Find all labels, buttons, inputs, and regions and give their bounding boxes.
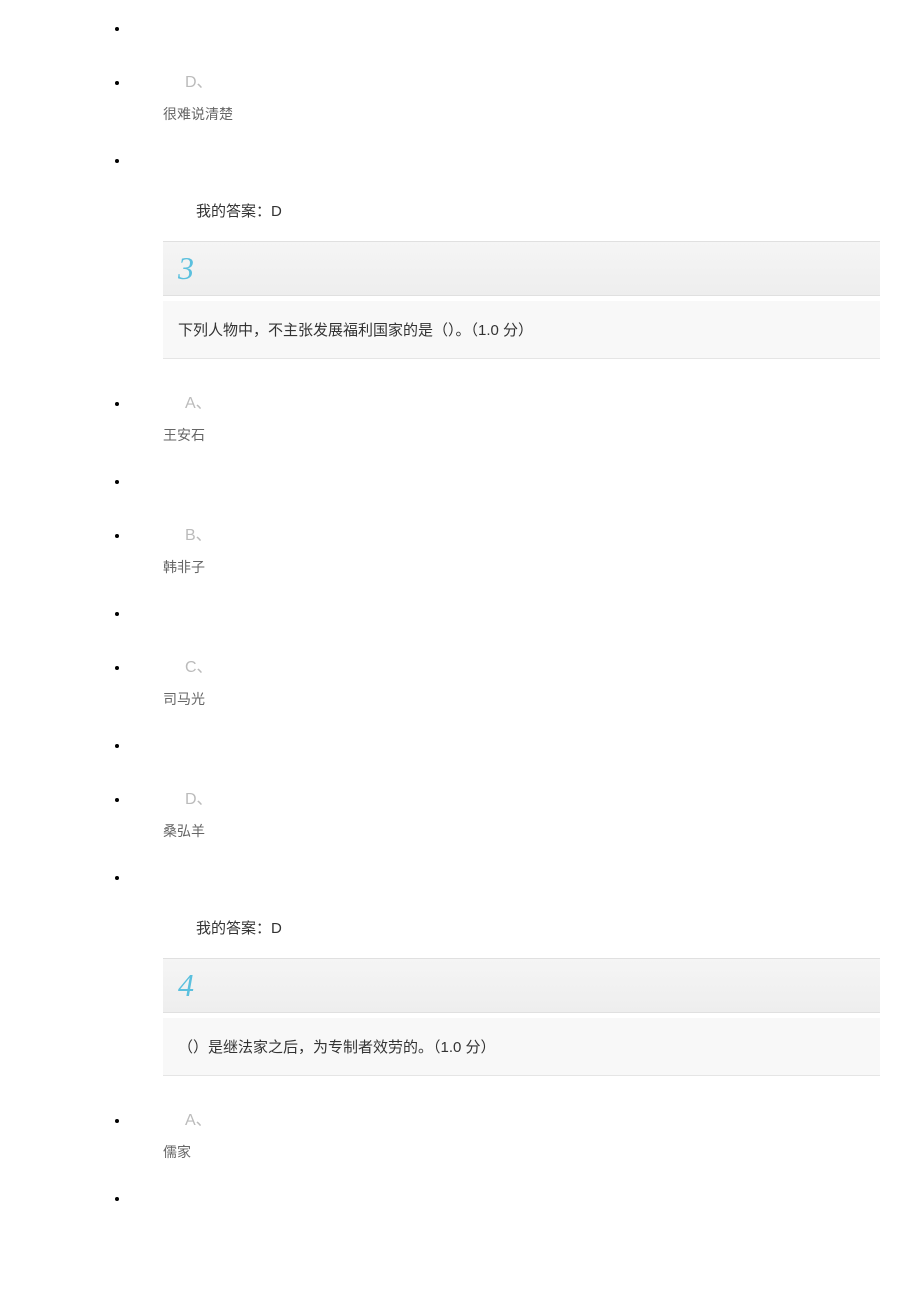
answer-label: 我的答案： [196, 203, 271, 220]
option-letter: C、 [185, 653, 880, 677]
answer-label: 我的答案： [196, 920, 271, 937]
option-text: 儒家 [163, 1142, 880, 1162]
question-text-box: （）是继法家之后，为专制者效劳的。（1.0 分） [163, 1018, 880, 1076]
option-item: B、 韩非子 [130, 521, 880, 577]
question-number-box: 3 [163, 241, 880, 296]
spacer-bullet [130, 20, 880, 38]
spacer-bullet [130, 473, 880, 491]
question-text: 下列人物中，不主张发展福利国家的是（）。（1.0 分） [178, 322, 533, 339]
question-number: 3 [178, 250, 194, 286]
question-text: （）是继法家之后，为专制者效劳的。（1.0 分） [178, 1039, 496, 1056]
answer-line: 我的答案：D [196, 200, 880, 221]
quiz-container: D、 很难说清楚 我的答案：D 3 下列人物中，不主张发展福利国家的是（）。（1… [0, 20, 920, 1208]
option-letter: D、 [185, 785, 880, 809]
question-stem: （）是继法家之后，为专制者效劳的。 [178, 1039, 433, 1056]
option-item: D、 很难说清楚 [130, 68, 880, 124]
option-text: 司马光 [163, 689, 880, 709]
option-item: C、 司马光 [130, 653, 880, 709]
option-letter: A、 [185, 1106, 880, 1130]
question-number: 4 [178, 967, 194, 1003]
question-text-box: 下列人物中，不主张发展福利国家的是（）。（1.0 分） [163, 301, 880, 359]
question-points: （1.0 分） [433, 1039, 496, 1056]
answer-line: 我的答案：D [196, 917, 880, 938]
option-item: A、 王安石 [130, 389, 880, 445]
answer-value: D [271, 920, 282, 937]
spacer-bullet [130, 152, 880, 170]
option-letter: A、 [185, 389, 880, 413]
option-text: 韩非子 [163, 557, 880, 577]
spacer-bullet [130, 605, 880, 623]
option-text: 桑弘羊 [163, 821, 880, 841]
option-text: 很难说清楚 [163, 104, 880, 124]
question-number-box: 4 [163, 958, 880, 1013]
option-item: D、 桑弘羊 [130, 785, 880, 841]
answer-block: 我的答案：D 3 下列人物中，不主张发展福利国家的是（）。（1.0 分） [163, 200, 880, 359]
option-item: A、 儒家 [130, 1106, 880, 1162]
spacer-bullet [130, 737, 880, 755]
option-letter: B、 [185, 521, 880, 545]
answer-block: 我的答案：D 4 （）是继法家之后，为专制者效劳的。（1.0 分） [163, 917, 880, 1076]
spacer-bullet [130, 1190, 880, 1208]
option-letter: D、 [185, 68, 880, 92]
option-text: 王安石 [163, 425, 880, 445]
question-stem: 下列人物中，不主张发展福利国家的是（）。 [178, 322, 471, 339]
spacer-bullet [130, 869, 880, 887]
question-points: （1.0 分） [471, 322, 534, 339]
answer-value: D [271, 203, 282, 220]
